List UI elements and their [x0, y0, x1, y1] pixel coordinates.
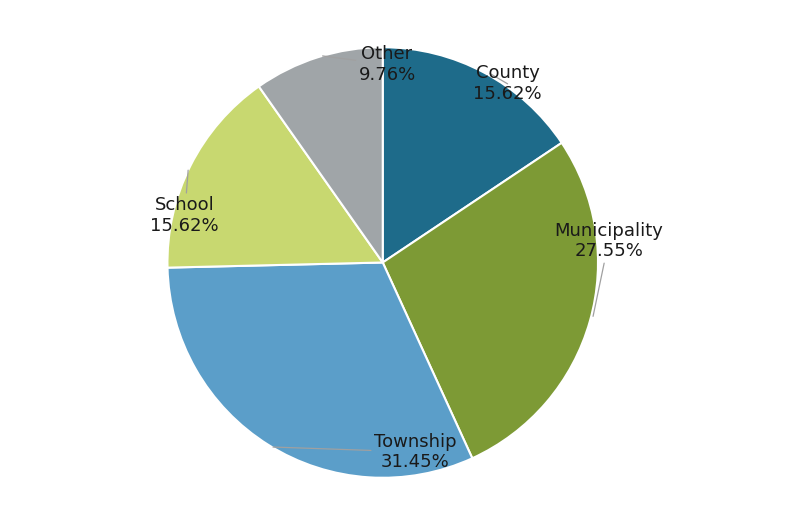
Wedge shape — [259, 47, 382, 262]
Wedge shape — [168, 87, 382, 268]
Wedge shape — [168, 262, 472, 478]
Text: County
15.62%: County 15.62% — [473, 65, 542, 103]
Wedge shape — [382, 47, 562, 262]
Text: School
15.62%: School 15.62% — [150, 170, 219, 235]
Wedge shape — [382, 143, 598, 458]
Text: Other
9.76%: Other 9.76% — [323, 45, 416, 84]
Text: Municipality
27.55%: Municipality 27.55% — [554, 222, 663, 317]
Text: Township
31.45%: Township 31.45% — [273, 433, 456, 471]
